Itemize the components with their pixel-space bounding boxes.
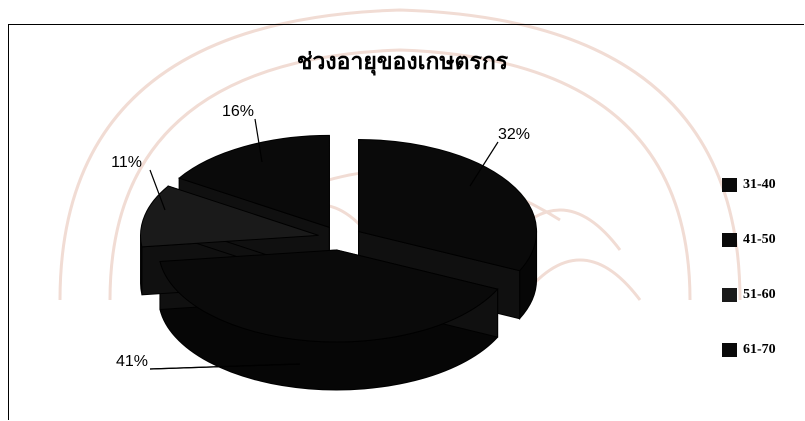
legend-label-51-60: 51-60: [743, 287, 776, 302]
data-label-31-40: 32%: [498, 126, 530, 143]
data-labels: 32% 41% 11% 16%: [111, 103, 530, 370]
data-label-61-70: 16%: [222, 103, 254, 120]
leader-line-underline: [149, 363, 301, 370]
data-label-41-50: 41%: [116, 353, 148, 370]
leader-line-51-60: [149, 169, 166, 211]
legend-item-41-50: 41-50: [722, 230, 776, 250]
chart-title: ช่วงอายุของเกษตรกร: [296, 48, 509, 75]
pie-slice-51-60: [140, 185, 319, 248]
pie-slice-31-40: [358, 139, 538, 272]
legend-swatch-61-70: [722, 343, 737, 357]
pie-slice-41-50: [159, 249, 499, 343]
data-label-51-60: 11%: [111, 154, 142, 171]
pie-slice-61-70: [178, 134, 330, 229]
legend-swatch-41-50: [722, 233, 737, 247]
leader-line-31-40: [469, 141, 499, 187]
pie-slices: [140, 134, 538, 391]
legend-label-41-50: 41-50: [743, 232, 776, 247]
legend-swatch-31-40: [722, 178, 737, 192]
legend-label-61-70: 61-70: [743, 342, 776, 357]
legend-item-31-40: 31-40: [722, 175, 776, 195]
legend-label-31-40: 31-40: [743, 177, 776, 192]
leader-line-61-70: [254, 118, 263, 163]
legend-swatch-51-60: [722, 288, 737, 302]
chart-frame: [8, 24, 804, 420]
legend-item-51-60: 51-60: [722, 285, 776, 305]
legend-item-61-70: 61-70: [722, 340, 776, 360]
